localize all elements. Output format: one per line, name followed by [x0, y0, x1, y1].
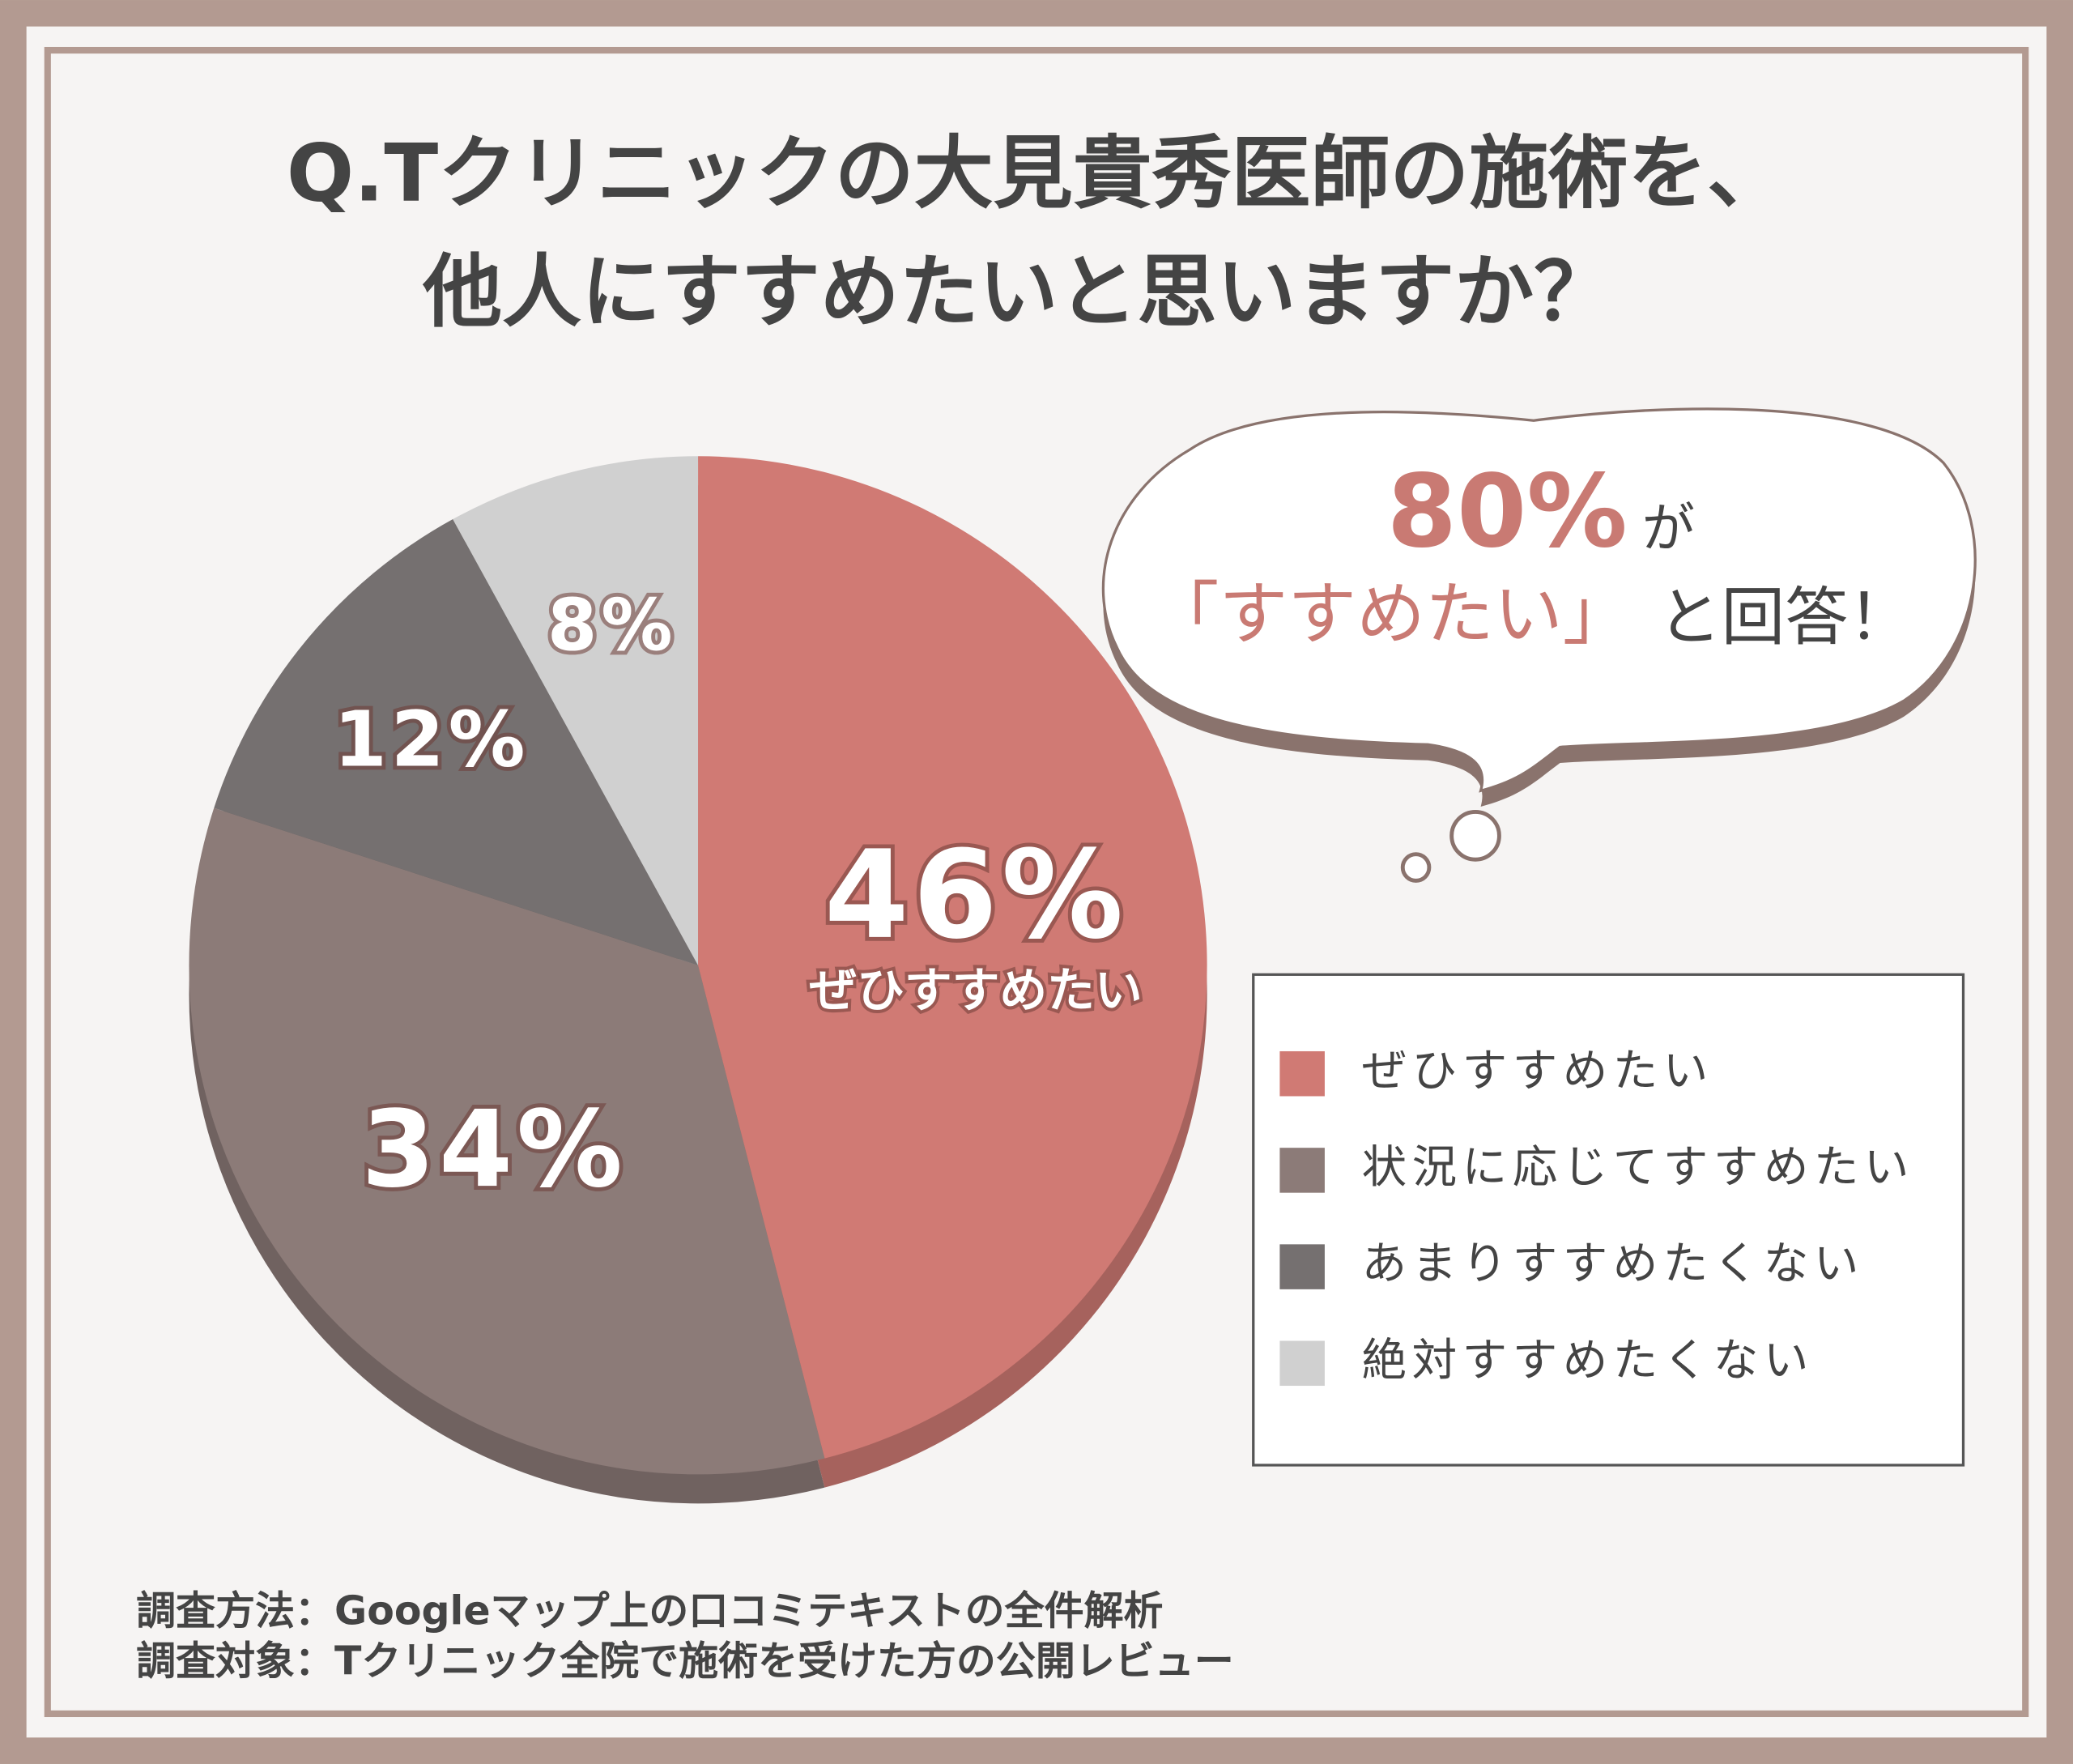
legend-swatch	[1279, 1148, 1325, 1193]
callout-dot	[1449, 810, 1501, 862]
slice	[698, 456, 1207, 1459]
legend-label: 絶対すすめたくない	[1362, 1334, 1814, 1387]
callout-text: が	[1642, 497, 1695, 559]
chart-title: Q.Tクリニックの大見貴秀医師の施術を、	[287, 127, 1786, 219]
legend-label: ぜひすすめたい	[1362, 1045, 1713, 1097]
slice-caption: ぜひすすめたい	[809, 962, 1142, 1018]
legend-swatch	[1279, 1244, 1325, 1289]
legend-swatch	[1279, 1050, 1325, 1097]
callout-highlight: 80%	[1387, 454, 1628, 570]
callout: 80% が 「すすめたい」 と回答！	[1101, 407, 1977, 883]
legend-label: 状況に応じてすすめたい	[1362, 1141, 1914, 1194]
value-label: 34%	[361, 1088, 626, 1211]
footnote: 調査対象：Tクリニック全院で施術を受けた方の公開レビュー	[136, 1638, 1234, 1684]
value-label: 8%	[547, 583, 676, 667]
callout-bubble	[1101, 407, 1977, 793]
footnote: 調査方法：Googleマップ上の口コミテキストの全件解析	[136, 1587, 1163, 1634]
callout-quote: 「すすめたい」	[1150, 575, 1631, 655]
slice	[453, 456, 699, 965]
legend-swatch	[1279, 1340, 1325, 1387]
legend-label: あまりすすめたくない	[1362, 1238, 1864, 1290]
slice	[214, 519, 699, 965]
legend-box	[1252, 973, 1965, 1467]
value-label: 12%	[334, 695, 529, 784]
callout-text: と回答！	[1658, 581, 1911, 654]
value-label: 46%	[824, 825, 1127, 966]
callout-dot	[1400, 852, 1432, 883]
slice	[189, 807, 825, 1475]
pie: 46%ぜひすすめたい 34% 12%8%	[189, 456, 1207, 1504]
chart-title: 他人にすすめたいと思いますか？	[422, 246, 1613, 339]
inner-border	[44, 46, 2029, 1718]
